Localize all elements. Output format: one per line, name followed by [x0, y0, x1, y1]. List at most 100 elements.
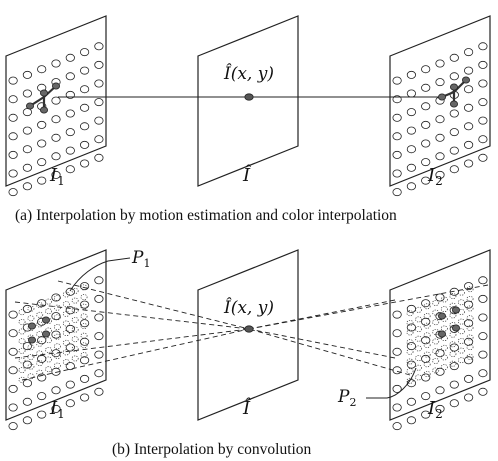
patch-pixel	[53, 333, 61, 340]
patch-pixel	[415, 306, 423, 313]
neighbor-pixel	[437, 312, 446, 320]
patch-pixel	[80, 284, 88, 291]
pixel	[94, 60, 104, 69]
pixel	[463, 356, 474, 365]
pixel	[8, 384, 18, 393]
convolution-ray	[14, 328, 250, 359]
pixel	[22, 416, 33, 425]
pixel	[51, 133, 61, 142]
panel-a: Î(x, y) I1 Î I2 (a) Interpolation by mot…	[5, 15, 491, 224]
patch-pixel	[415, 345, 423, 352]
patch-pixel	[18, 347, 26, 354]
neighbor-pixel	[461, 76, 470, 84]
interpolation-neighbors-i2-a	[437, 76, 470, 108]
neighbors-i2-b	[437, 306, 460, 338]
neighbor-pixel	[27, 322, 36, 330]
neighbor-pixel	[40, 89, 49, 97]
patch-pixel	[406, 358, 414, 365]
patch-pixel	[53, 314, 61, 321]
panel-b: Î(x, y) P1 P2 I1 Î I2 (b) Interpolation …	[5, 248, 491, 458]
frame-label-i1-a: I1	[49, 165, 65, 188]
frame-label-i2-a: I2	[427, 165, 443, 188]
patch-pixel	[80, 303, 88, 310]
patch-pixel	[432, 299, 440, 306]
patch-pixel	[406, 310, 414, 317]
patch-pixel	[466, 305, 474, 312]
patch-pixel	[36, 369, 44, 376]
pixel	[8, 366, 18, 375]
patch-pixel	[18, 367, 26, 374]
patch-pixel	[62, 291, 70, 298]
patch-pixel	[466, 334, 474, 341]
pixel	[478, 153, 488, 162]
patch-pixel	[71, 287, 79, 294]
frame-ihat-b	[197, 249, 299, 421]
patch-pixel	[466, 353, 474, 360]
convolution-ray	[57, 280, 250, 330]
pixel	[392, 113, 402, 122]
pixel	[421, 102, 431, 111]
pixel	[392, 422, 402, 431]
pixel	[51, 312, 61, 321]
frame-label-ihat-b: Î	[242, 396, 252, 419]
pixel	[421, 158, 431, 167]
pixel	[478, 294, 488, 303]
frame-label-ihat-a: Î	[242, 163, 252, 186]
pixel	[421, 373, 431, 382]
pixel	[22, 342, 33, 351]
pixel	[37, 139, 47, 148]
patch-pixel	[457, 337, 465, 344]
pixel	[80, 85, 90, 94]
pixel	[463, 319, 474, 328]
patch-pixel	[71, 316, 79, 323]
pixel	[406, 89, 416, 98]
patch-pixel	[62, 320, 70, 327]
patch-pixel	[415, 374, 423, 381]
pixel-grid-i1-a	[8, 42, 104, 197]
pixel	[37, 65, 47, 74]
pixel	[449, 128, 459, 137]
pixel	[8, 169, 18, 178]
patch-pixel	[36, 350, 44, 357]
pixel	[80, 337, 90, 346]
pixel	[406, 70, 416, 79]
patch-pixel	[62, 339, 70, 346]
pixel	[8, 132, 18, 141]
pixel	[94, 332, 104, 341]
pixel	[421, 176, 431, 185]
patch-pixel	[27, 344, 35, 351]
pixel	[94, 79, 104, 88]
patch-pixel	[36, 311, 44, 318]
pixel	[80, 140, 90, 149]
patch-pixel	[45, 327, 53, 334]
patch-pixel	[18, 318, 26, 325]
patch-pixel	[27, 373, 35, 380]
pixel	[94, 135, 104, 144]
pixel	[478, 116, 488, 125]
pixel	[65, 72, 75, 81]
pixel	[8, 188, 18, 197]
patch-pixel	[449, 351, 457, 357]
patch-pixel	[53, 324, 61, 330]
pixel	[65, 287, 75, 296]
pixel	[478, 135, 488, 144]
pixel	[421, 83, 431, 92]
pixel	[449, 109, 459, 118]
patch-pixel	[415, 326, 423, 333]
patch-pixel	[62, 359, 70, 366]
pixel	[449, 399, 459, 408]
pixel	[435, 78, 445, 87]
pixel	[435, 404, 445, 413]
patch-pixel	[423, 332, 431, 339]
pixel	[22, 397, 33, 406]
pixel	[8, 403, 18, 412]
patch-pixel	[53, 353, 61, 359]
pixel	[94, 116, 104, 125]
point-label-b: Î(x, y)	[223, 297, 274, 318]
pixel	[392, 150, 402, 159]
neighbor-pixel	[52, 82, 61, 90]
patch-pixel	[80, 313, 88, 320]
patch-pixel	[457, 328, 465, 335]
pixel	[406, 360, 416, 369]
pixel	[392, 329, 402, 338]
